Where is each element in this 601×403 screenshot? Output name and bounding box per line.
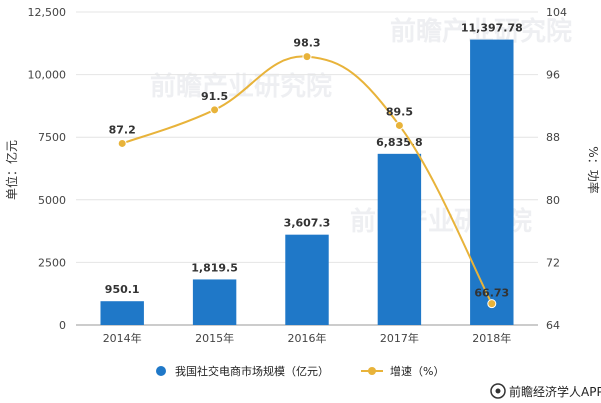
y-left-tick-label: 2500: [38, 256, 66, 269]
watermark-text-0: 前瞻产业研究院: [150, 71, 332, 102]
line-data-label: 98.3: [293, 37, 320, 50]
bar-data-label: 1,819.5: [191, 261, 238, 274]
x-tick-label: 2018年: [472, 331, 511, 345]
line-point: [302, 52, 312, 62]
source-logo-icon-dot: [495, 388, 501, 394]
source: 前瞻经济学人APP: [490, 383, 601, 399]
legend-marker-line-dot: [368, 367, 376, 375]
y-left-tick-label: 7500: [38, 131, 66, 144]
y-left-tick-label: 12,500: [28, 6, 67, 19]
y-left-tick-label: 0: [59, 319, 66, 332]
y-right-tick-label: 80: [546, 194, 560, 207]
line-data-label: 89.5: [386, 105, 413, 118]
y-right-tick-label: 64: [546, 319, 560, 332]
y-left-tick-label: 10,000: [28, 69, 67, 82]
bar-data-label: 950.1: [105, 283, 140, 296]
line-point: [117, 138, 127, 148]
y-left-tick-label: 5000: [38, 194, 66, 207]
bar: [285, 234, 329, 325]
line-data-label: 87.2: [109, 123, 136, 136]
legend-marker-bar: [156, 366, 166, 376]
bar-data-label: 6,835.8: [376, 136, 423, 149]
legend-label-bar: 我国社交电商市场规模（亿元）: [175, 364, 329, 378]
bar: [192, 279, 237, 325]
line-point: [394, 120, 404, 130]
x-tick-label: 2014年: [103, 331, 142, 345]
x-tick-label: 2015年: [195, 331, 234, 345]
y-right-tick-label: 104: [546, 6, 567, 19]
source-logo-icon: [490, 383, 506, 399]
bar-data-label: 11,397.78: [461, 22, 523, 35]
y-axis-right-title: %：功率: [586, 146, 601, 193]
line-data-label: 91.5: [201, 90, 228, 103]
legend-label-line: 增速（%）: [390, 364, 444, 378]
series-line: [121, 55, 493, 305]
x-tick-label: 2016年: [288, 331, 327, 345]
line-data-label: 66.73: [474, 287, 509, 300]
legend: 我国社交电商市场规模（亿元） 增速（%）: [156, 364, 444, 378]
source-text: 前瞻经济学人APP: [509, 384, 601, 399]
y-right-tick-label: 96: [546, 69, 560, 82]
line-point: [487, 299, 497, 309]
line-point: [210, 105, 220, 115]
y-axis-left-title: 单位：亿元: [4, 140, 19, 200]
bar-data-label: 3,607.3: [284, 217, 331, 230]
x-tick-label: 2017年: [380, 331, 419, 345]
y-right-tick-label: 88: [546, 131, 560, 144]
y-right-tick-label: 72: [546, 256, 560, 269]
bar: [100, 301, 144, 325]
bar: [377, 153, 422, 325]
bar: [470, 39, 514, 326]
